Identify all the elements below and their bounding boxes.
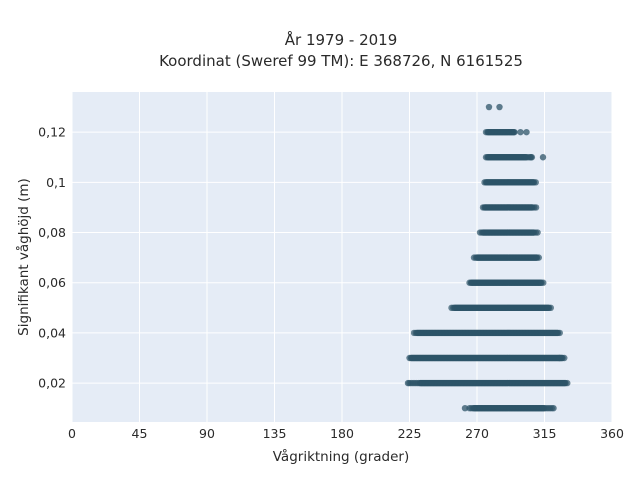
data-point: [532, 179, 539, 186]
data-point: [523, 128, 530, 136]
data-point: [415, 379, 422, 387]
data-point: [482, 128, 490, 136]
data-point: [466, 279, 473, 286]
data-point: [556, 329, 563, 337]
data-point: [406, 354, 413, 362]
data-point: [481, 179, 488, 186]
chart-title-line1: År 1979 - 2019: [285, 30, 398, 49]
x-tick-label: 360: [600, 426, 624, 441]
chart-title-line2: Koordinat (Sweref 99 TM): E 368726, N 61…: [159, 52, 523, 70]
x-tick-label: 225: [398, 426, 422, 441]
y-tick-label: 0,04: [38, 325, 66, 340]
data-point: [404, 379, 412, 387]
data-point: [496, 103, 503, 111]
y-axis-label: Signifikant våghöjd (m): [15, 178, 32, 336]
x-tick-label: 270: [465, 426, 489, 441]
data-point: [412, 329, 419, 337]
x-tick-label: 180: [330, 426, 354, 441]
data-point: [547, 304, 554, 312]
x-tick-label: 45: [132, 426, 148, 441]
y-tick-label: 0,06: [38, 275, 66, 290]
data-point: [532, 204, 540, 211]
data-point: [540, 279, 547, 286]
y-tick-label: 0,12: [38, 125, 66, 140]
data-point: [485, 103, 493, 111]
data-point: [517, 128, 524, 136]
data-point: [556, 354, 563, 362]
y-tick-label: 0,1: [46, 175, 66, 190]
data-point: [482, 154, 490, 161]
data-point: [535, 254, 542, 261]
data-point: [550, 405, 557, 412]
data-point: [527, 154, 535, 161]
x-tick-label: 90: [199, 426, 215, 441]
data-point: [469, 405, 477, 412]
y-tick-label: 0,08: [38, 225, 66, 240]
data-point: [539, 154, 547, 161]
data-point: [564, 379, 571, 387]
x-tick-label: 315: [533, 426, 557, 441]
y-tick-labels: 0,02 0,04 0,06 0,08 0,1 0,12: [38, 125, 66, 391]
data-point: [511, 128, 518, 136]
x-axis-label: Vågriktning (grader): [273, 448, 410, 465]
data-point: [478, 229, 485, 236]
data-points: [404, 103, 571, 412]
x-tick-label: 0: [68, 426, 76, 441]
data-point: [479, 204, 487, 211]
data-point: [534, 229, 541, 236]
data-point: [461, 405, 469, 412]
data-point: [561, 354, 568, 362]
data-point: [472, 254, 479, 261]
x-tick-labels: 0 45 90 135 180 225 270 315 360: [68, 426, 624, 441]
data-point: [450, 304, 457, 312]
y-tick-label: 0,02: [38, 376, 66, 391]
x-tick-label: 135: [263, 426, 287, 441]
